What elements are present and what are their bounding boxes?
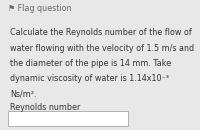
Text: ⚑ Flag question: ⚑ Flag question	[8, 4, 72, 13]
Text: the diameter of the pipe is 14 mm. Take: the diameter of the pipe is 14 mm. Take	[10, 59, 171, 68]
Text: water flowing with the velocity of 1.5 m/s and: water flowing with the velocity of 1.5 m…	[10, 44, 194, 53]
FancyBboxPatch shape	[8, 111, 128, 126]
Text: dynamic viscosity of water is 1.14x10⁻³: dynamic viscosity of water is 1.14x10⁻³	[10, 74, 169, 83]
Text: Calculate the Reynolds number of the flow of: Calculate the Reynolds number of the flo…	[10, 28, 192, 37]
Text: Ns/m².: Ns/m².	[10, 90, 36, 99]
Text: Reynolds number: Reynolds number	[10, 103, 80, 112]
